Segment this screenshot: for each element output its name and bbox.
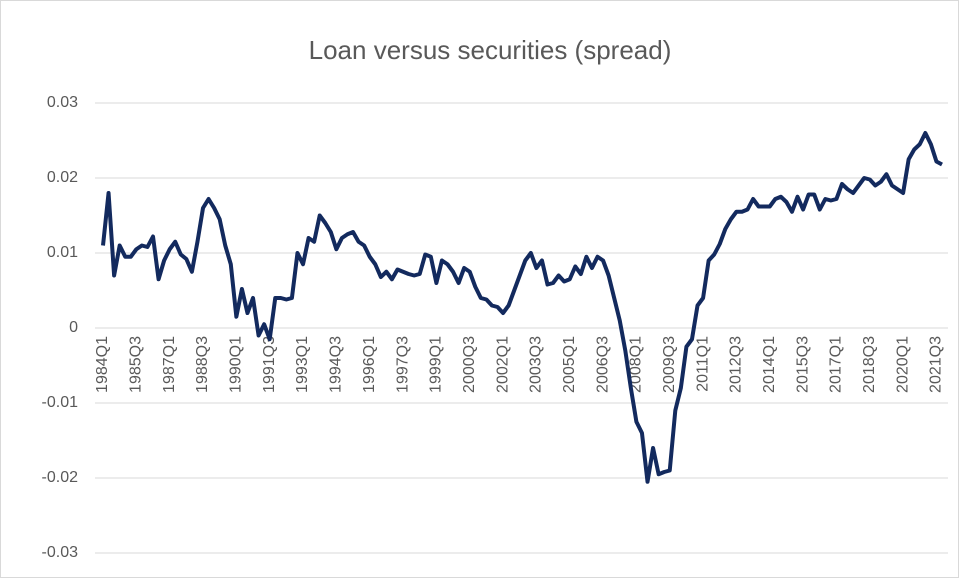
y-tick-label: -0.01 xyxy=(42,394,79,411)
x-tick-label: 1990Q1 xyxy=(228,336,245,393)
x-tick-label: 2012Q3 xyxy=(728,336,745,393)
x-tick-label: 2000Q3 xyxy=(461,336,478,393)
x-tick-label: 2002Q1 xyxy=(494,336,511,393)
data-line xyxy=(101,131,943,484)
x-tick-label: 1996Q1 xyxy=(361,336,378,393)
x-tick-label: 2011Q1 xyxy=(694,336,711,392)
y-tick-label: 0.03 xyxy=(47,94,78,111)
x-tick-label: 2005Q1 xyxy=(561,336,578,393)
x-tick-label: 2021Q3 xyxy=(928,336,945,393)
x-tick-label: 2003Q3 xyxy=(528,336,545,393)
x-tick-label: 1988Q3 xyxy=(194,336,211,393)
x-tick-label: 2008Q1 xyxy=(628,336,645,393)
y-tick-label: 0.02 xyxy=(47,169,78,186)
x-tick-label: 1991Q3 xyxy=(261,336,278,393)
x-tick-label: 2020Q1 xyxy=(894,336,911,393)
x-tick-label: 2015Q3 xyxy=(794,336,811,393)
chart-title: Loan versus securities (spread) xyxy=(309,35,672,65)
x-tick-label: 1999Q1 xyxy=(428,336,445,393)
y-tick-label: -0.03 xyxy=(42,544,79,561)
x-tick-label: 2017Q1 xyxy=(828,336,845,393)
x-tick-label: 1997Q3 xyxy=(394,336,411,393)
y-tick-label: 0.01 xyxy=(47,244,78,261)
x-tick-label: 1985Q3 xyxy=(128,336,145,393)
y-tick-label: -0.02 xyxy=(42,469,79,486)
x-tick-label: 1994Q3 xyxy=(328,336,345,393)
x-tick-label: 1987Q1 xyxy=(161,336,178,393)
x-tick-label: 1993Q1 xyxy=(294,336,311,393)
y-tick-label: 0 xyxy=(69,319,78,336)
x-tick-label: 2009Q3 xyxy=(661,336,678,393)
x-tick-label: 2014Q1 xyxy=(761,336,778,393)
x-tick-label: 1984Q1 xyxy=(94,336,111,393)
x-tick-label: 2006Q3 xyxy=(594,336,611,393)
x-tick-label: 2018Q3 xyxy=(861,336,878,393)
